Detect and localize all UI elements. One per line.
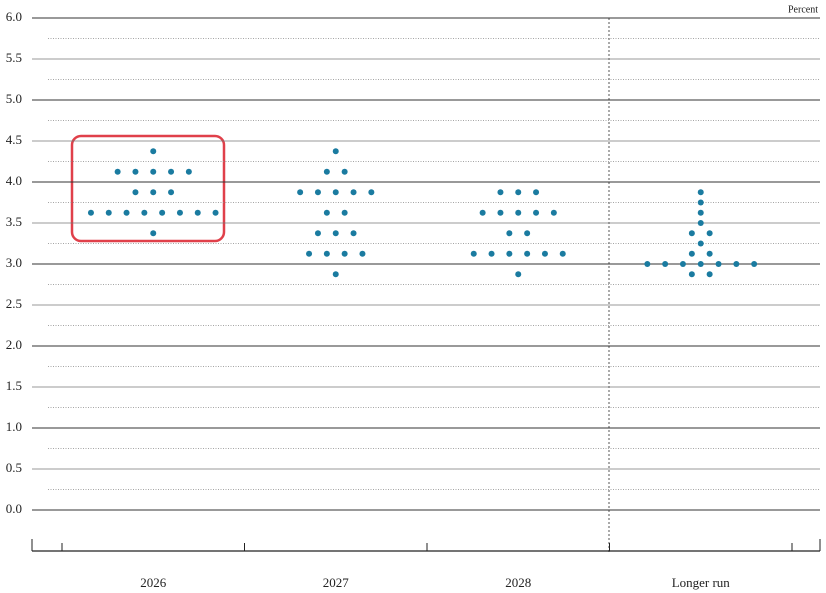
y-tick-label: 0.5 <box>6 460 22 475</box>
y-tick-label: 3.0 <box>6 255 22 270</box>
dot <box>497 209 504 216</box>
dot <box>715 261 722 267</box>
dot <box>150 230 157 237</box>
dot <box>141 209 148 216</box>
dot <box>533 189 540 196</box>
dot <box>150 189 157 196</box>
dot <box>297 189 304 196</box>
dot <box>697 261 704 267</box>
dot <box>550 209 557 216</box>
dot <box>314 230 321 237</box>
dot <box>706 271 713 278</box>
dot <box>105 209 112 216</box>
y-tick-label: 4.0 <box>6 173 22 188</box>
dot <box>341 168 348 175</box>
dot <box>332 230 339 237</box>
dot <box>515 189 522 196</box>
y-unit-label: Percent <box>788 4 818 15</box>
dot <box>168 189 175 196</box>
dot <box>350 189 357 196</box>
y-tick-label: 0.0 <box>6 501 22 516</box>
dot <box>194 209 201 216</box>
dot <box>479 209 486 216</box>
dot <box>332 189 339 196</box>
x-tick-label: 2026 <box>140 575 167 590</box>
dot <box>533 209 540 216</box>
dot <box>332 148 339 155</box>
dot <box>515 209 522 216</box>
dot <box>679 261 686 267</box>
y-tick-label: 3.5 <box>6 214 22 229</box>
dot <box>506 250 513 257</box>
dot <box>697 189 704 196</box>
dot <box>559 250 566 257</box>
dot <box>314 189 321 196</box>
dot <box>697 220 704 226</box>
dot <box>150 168 157 175</box>
y-tick-label: 5.5 <box>6 50 22 65</box>
y-tick-label: 4.5 <box>6 132 22 147</box>
dot <box>688 250 695 257</box>
dot <box>488 250 495 257</box>
dot <box>114 168 121 175</box>
dot <box>176 209 183 216</box>
dot <box>497 189 504 196</box>
dot <box>524 230 531 237</box>
dot <box>132 168 139 175</box>
dot <box>470 250 477 257</box>
y-tick-label: 2.5 <box>6 296 22 311</box>
dot <box>306 250 313 257</box>
dot <box>341 250 348 257</box>
y-tick-label: 1.5 <box>6 378 22 393</box>
dot <box>733 261 740 267</box>
y-tick-label: 2.0 <box>6 337 22 352</box>
dot <box>132 189 139 196</box>
dot <box>688 230 695 237</box>
x-tick-label: 2027 <box>323 575 350 590</box>
dot <box>751 261 758 267</box>
dot <box>150 148 157 155</box>
dot <box>662 261 669 267</box>
dot <box>123 209 130 216</box>
highlight-box <box>70 134 226 243</box>
dot <box>506 230 513 237</box>
dot <box>185 168 192 175</box>
dot <box>515 271 522 278</box>
y-tick-label: 5.0 <box>6 91 22 106</box>
dot <box>688 271 695 278</box>
dot <box>212 209 219 216</box>
dot <box>706 250 713 257</box>
dot <box>368 189 375 196</box>
dot <box>323 250 330 257</box>
dot <box>341 209 348 216</box>
x-tick-label: Longer run <box>672 575 731 590</box>
dot <box>332 271 339 278</box>
dot <box>168 168 175 175</box>
dot <box>697 240 704 247</box>
dot <box>644 261 651 267</box>
dot <box>323 168 330 175</box>
dot <box>706 230 713 237</box>
dot <box>323 209 330 216</box>
dot <box>697 209 704 216</box>
dot <box>524 250 531 257</box>
y-tick-label: 6.0 <box>6 9 22 24</box>
dot <box>541 250 548 257</box>
dot <box>359 250 366 257</box>
dot <box>87 209 94 216</box>
x-tick-label: 2028 <box>505 575 531 590</box>
dot <box>159 209 166 216</box>
y-tick-label: 1.0 <box>6 419 22 434</box>
dot <box>697 199 704 206</box>
dot <box>350 230 357 237</box>
